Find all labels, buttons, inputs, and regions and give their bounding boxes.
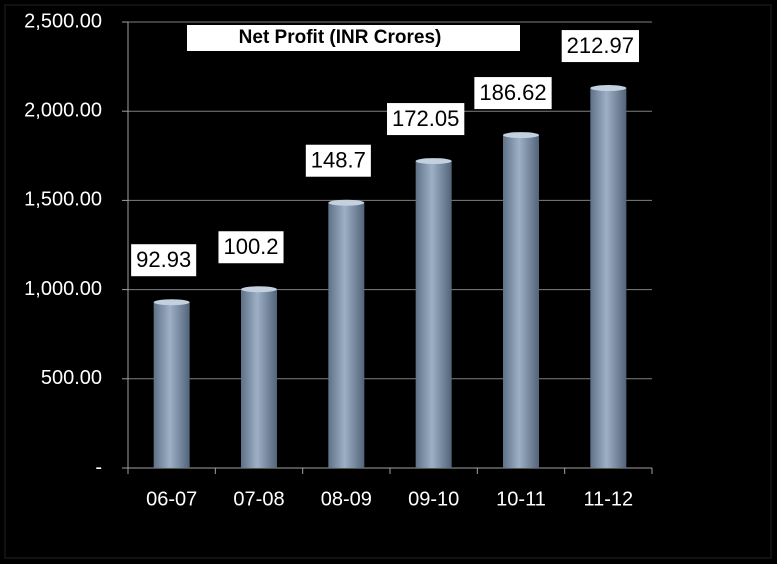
bar xyxy=(241,289,277,468)
frame xyxy=(4,4,772,559)
bar-cap xyxy=(241,286,277,293)
bar xyxy=(415,161,452,468)
x-tick-label: 06-07 xyxy=(146,488,197,510)
bar-cap xyxy=(153,299,190,306)
bar-cap xyxy=(415,158,452,165)
value-label-box xyxy=(131,244,197,277)
value-label-box xyxy=(474,77,552,110)
bar xyxy=(590,88,627,468)
x-tick-label: 09-10 xyxy=(408,488,459,510)
bar xyxy=(153,302,190,468)
value-label: 100.2 xyxy=(223,234,278,259)
value-label-box xyxy=(387,103,465,136)
y-tick-label: 2,000.00 xyxy=(24,99,102,121)
title-box xyxy=(187,25,520,51)
bar xyxy=(328,202,365,469)
bar-cap xyxy=(328,199,365,206)
value-label-box xyxy=(305,144,371,177)
x-tick-label: 11-12 xyxy=(583,488,633,510)
y-tick-label: 1,000.00 xyxy=(24,278,102,300)
x-tick-label: 08-09 xyxy=(321,488,372,510)
value-label-box xyxy=(218,231,284,264)
y-tick-label: 1,500.00 xyxy=(24,189,102,211)
bar-cap xyxy=(590,85,627,92)
value-label: 92.93 xyxy=(136,247,191,272)
x-tick-label: 10-11 xyxy=(496,488,546,510)
bar xyxy=(503,135,539,468)
value-label-box xyxy=(561,30,639,63)
bar-cap xyxy=(503,132,539,139)
value-label: 186.62 xyxy=(479,80,546,105)
y-tick-label: 2,500.00 xyxy=(24,10,102,32)
value-label: 148.7 xyxy=(311,148,366,173)
value-label: 172.05 xyxy=(392,106,459,131)
value-label: 212.97 xyxy=(567,33,634,58)
y-tick-label: 500.00 xyxy=(41,367,102,389)
x-tick-label: 07-08 xyxy=(233,488,284,510)
chart-title: Net Profit (INR Crores) xyxy=(239,27,442,48)
y-tick-label: - xyxy=(95,456,102,478)
